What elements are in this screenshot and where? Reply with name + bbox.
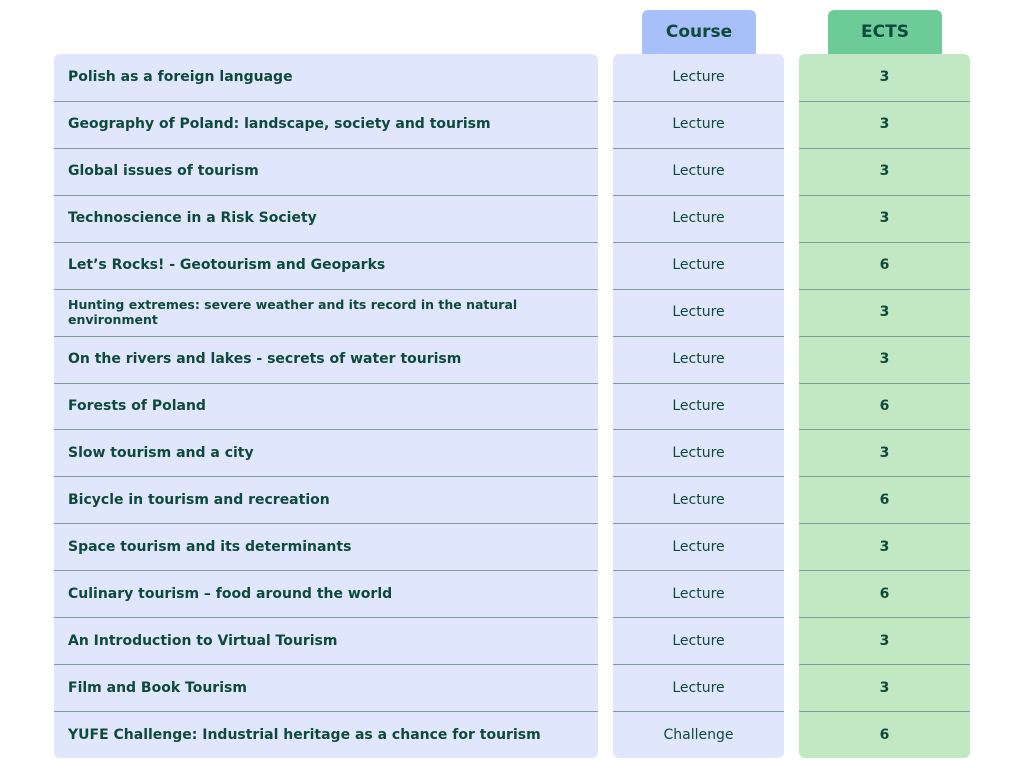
row-separator xyxy=(54,570,598,572)
course-name: On the rivers and lakes - secrets of wat… xyxy=(68,351,462,368)
course-name: Space tourism and its determinants xyxy=(68,538,352,555)
course-name: Geography of Poland: landscape, society … xyxy=(68,116,491,133)
row-separator xyxy=(613,476,784,478)
course-type: Lecture xyxy=(672,163,725,180)
row-separator xyxy=(613,100,784,102)
course-type: Lecture xyxy=(672,351,725,368)
course-name: Slow tourism and a city xyxy=(68,444,254,461)
row-separator xyxy=(799,429,970,431)
ects-value: 3 xyxy=(879,538,890,555)
course-type: Lecture xyxy=(672,257,725,274)
ects-value: 3 xyxy=(879,116,890,133)
row-separator xyxy=(799,100,970,102)
row-separator xyxy=(54,523,598,525)
ects-value: 3 xyxy=(879,163,890,180)
course-type: Lecture xyxy=(672,632,725,649)
row-separator xyxy=(613,570,784,572)
course-name: Technoscience in a Risk Society xyxy=(68,210,317,227)
row-separator xyxy=(54,335,598,337)
row-separator xyxy=(613,711,784,713)
row-separator xyxy=(613,241,784,243)
ects-value: 3 xyxy=(879,351,890,368)
row-separator xyxy=(799,664,970,666)
course-type: Lecture xyxy=(672,491,725,508)
row-separator xyxy=(54,241,598,243)
ects-value: 3 xyxy=(879,69,890,86)
row-separator xyxy=(54,194,598,196)
row-separator xyxy=(799,570,970,572)
course-type: Lecture xyxy=(672,397,725,414)
row-separator xyxy=(613,335,784,337)
ects-column xyxy=(799,54,970,758)
course-type: Lecture xyxy=(672,116,725,133)
ects-value: 6 xyxy=(879,585,890,602)
row-separator xyxy=(799,194,970,196)
ects-value: 6 xyxy=(879,491,890,508)
row-separator xyxy=(799,617,970,619)
ects-value: 6 xyxy=(879,257,890,274)
row-separator xyxy=(54,147,598,149)
course-type: Lecture xyxy=(672,69,725,86)
course-name: An Introduction to Virtual Tourism xyxy=(68,632,338,649)
row-separator xyxy=(613,382,784,384)
course-name: Culinary tourism – food around the world xyxy=(68,585,393,602)
row-separator xyxy=(613,147,784,149)
ects-header: ECTS xyxy=(828,10,942,54)
row-separator xyxy=(613,429,784,431)
course-name: Film and Book Tourism xyxy=(68,679,247,696)
row-separator xyxy=(54,288,598,290)
row-separator xyxy=(613,617,784,619)
row-separator xyxy=(799,241,970,243)
ects-value: 6 xyxy=(879,726,890,743)
row-separator xyxy=(799,382,970,384)
row-separator xyxy=(613,288,784,290)
course-name: Hunting extremes: severe weather and its… xyxy=(68,297,518,328)
course-name: Polish as a foreign language xyxy=(68,69,293,86)
name-column xyxy=(54,54,598,758)
course-type: Challenge xyxy=(663,726,734,743)
course-name: Global issues of tourism xyxy=(68,163,259,180)
row-separator xyxy=(799,288,970,290)
row-separator xyxy=(799,335,970,337)
row-separator xyxy=(54,476,598,478)
row-separator xyxy=(54,100,598,102)
ects-value: 3 xyxy=(879,210,890,227)
row-separator xyxy=(613,194,784,196)
row-separator xyxy=(54,382,598,384)
course-type: Lecture xyxy=(672,585,725,602)
ects-value: 3 xyxy=(879,444,890,461)
course-name: Forests of Poland xyxy=(68,397,206,414)
row-separator xyxy=(54,664,598,666)
course-type: Lecture xyxy=(672,679,725,696)
row-separator xyxy=(613,523,784,525)
row-separator xyxy=(799,147,970,149)
ects-value: 3 xyxy=(879,632,890,649)
row-separator xyxy=(799,711,970,713)
row-separator xyxy=(799,476,970,478)
row-separator xyxy=(54,711,598,713)
course-name: YUFE Challenge: Industrial heritage as a… xyxy=(68,726,541,743)
course-type: Lecture xyxy=(672,444,725,461)
row-separator xyxy=(613,664,784,666)
course-type: Lecture xyxy=(672,210,725,227)
ects-value: 3 xyxy=(879,679,890,696)
course-type: Lecture xyxy=(672,304,725,321)
course-header: Course xyxy=(642,10,756,54)
type-column xyxy=(613,54,784,758)
row-separator xyxy=(799,523,970,525)
course-name: Let’s Rocks! - Geotourism and Geoparks xyxy=(68,257,386,274)
ects-value: 3 xyxy=(879,304,890,321)
ects-value: 6 xyxy=(879,397,890,414)
course-type: Lecture xyxy=(672,538,725,555)
row-separator xyxy=(54,617,598,619)
course-name: Bicycle in tourism and recreation xyxy=(68,491,330,508)
row-separator xyxy=(54,429,598,431)
